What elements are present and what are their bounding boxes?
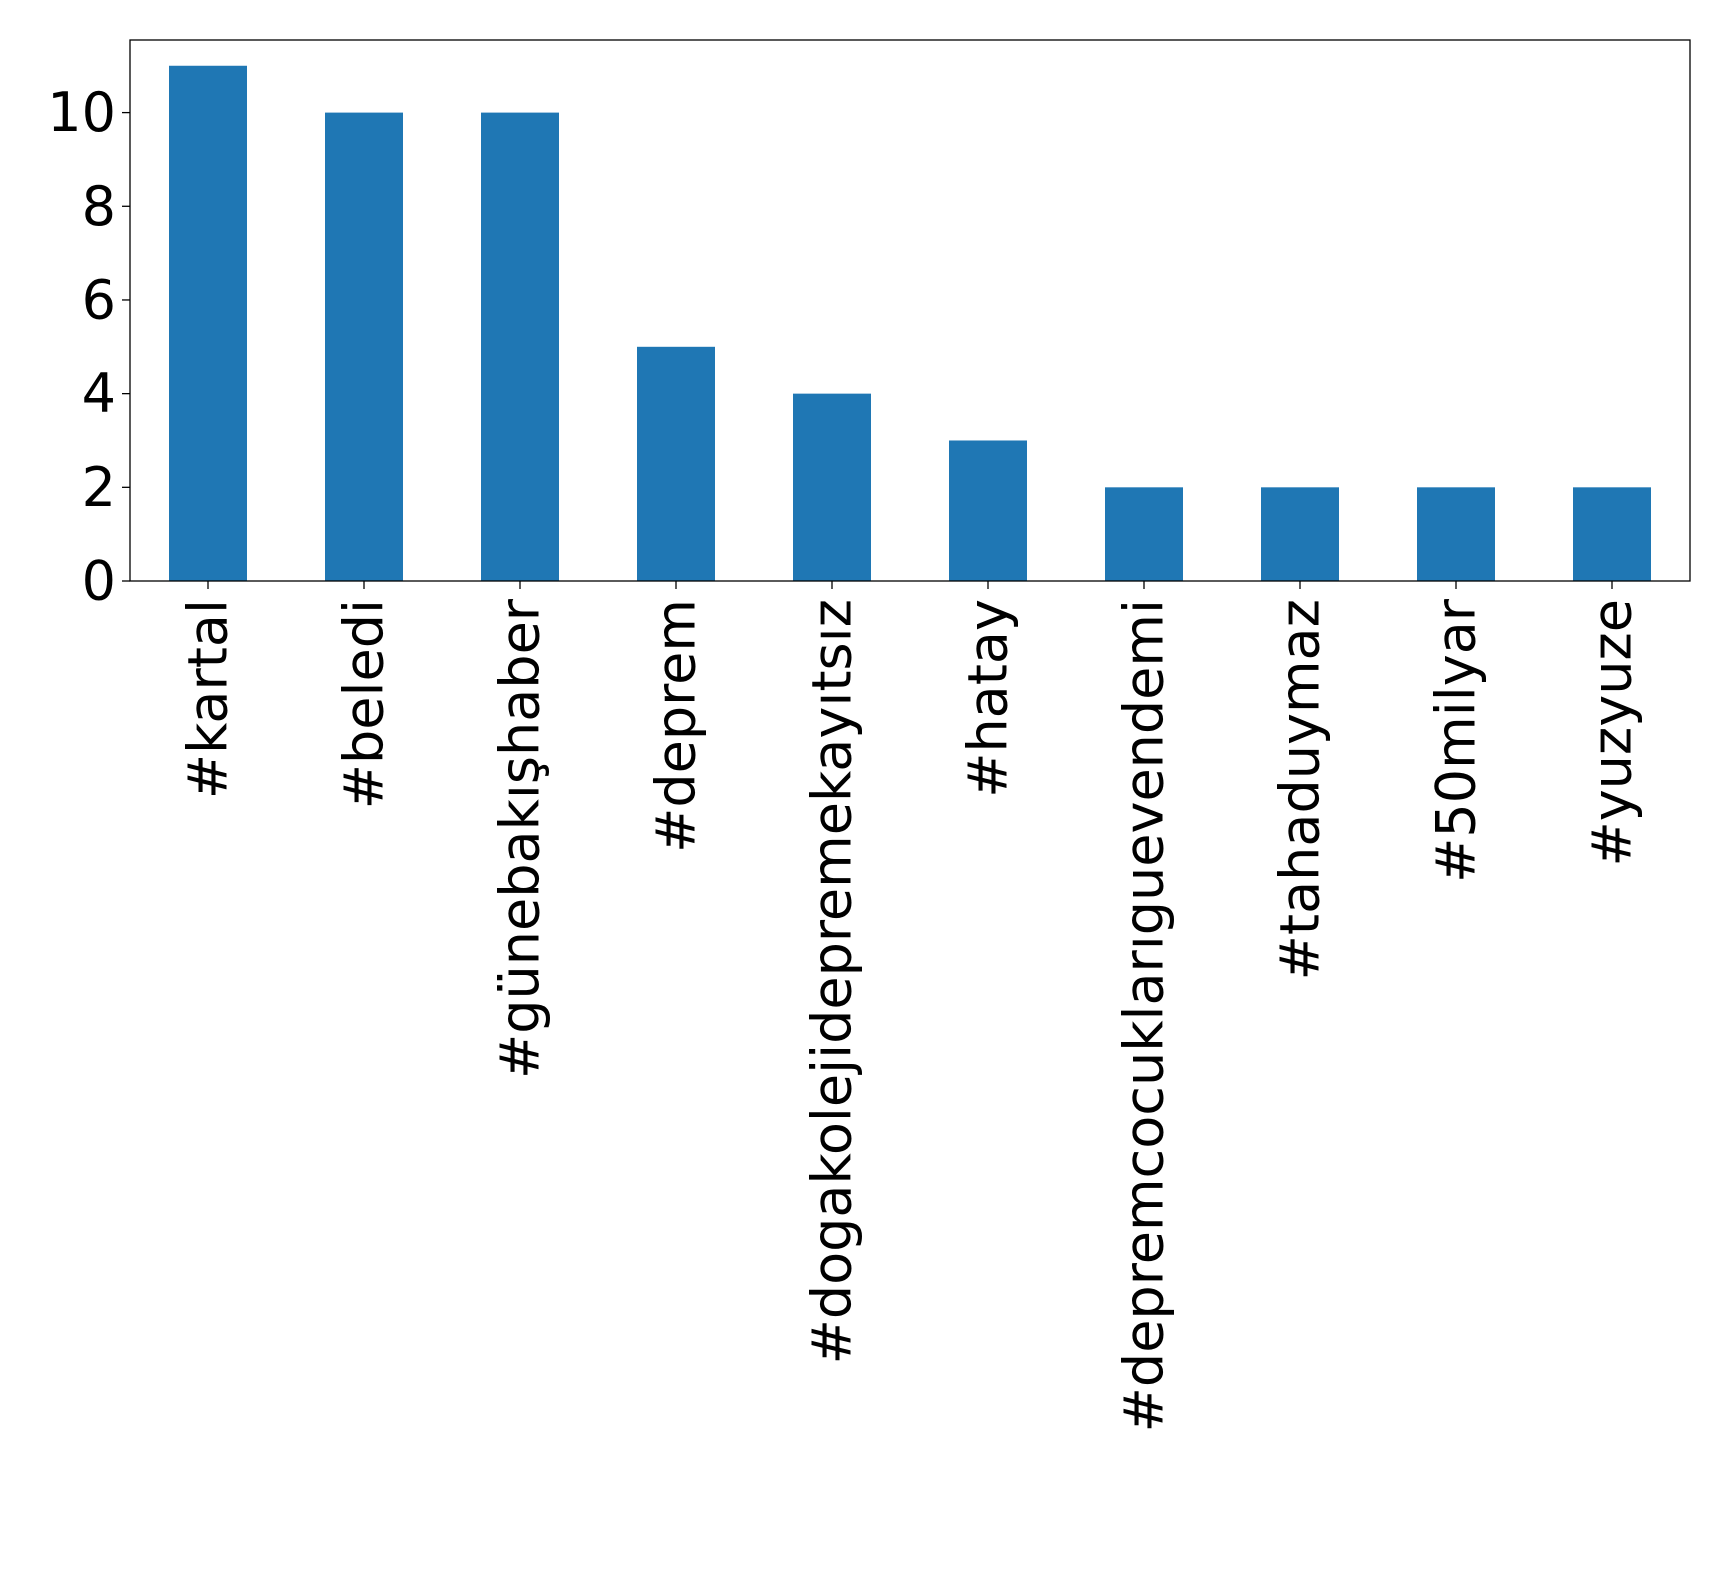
y-tick-label: 0 (82, 550, 116, 613)
x-tick-label: #tahaduymaz (1269, 599, 1332, 980)
bar (1261, 487, 1339, 581)
x-tick-label: #beledi (333, 599, 396, 809)
bar (325, 112, 403, 581)
x-tick-label: #hatay (957, 599, 1020, 798)
y-tick-label: 8 (82, 175, 116, 238)
bar (1417, 487, 1495, 581)
x-tick-label: #depremcocuklarıguevendemi (1113, 599, 1176, 1432)
x-tick-label: #deprem (645, 599, 708, 853)
x-tick-label: #günebakışhaber (489, 598, 552, 1079)
y-tick-label: 10 (47, 81, 116, 144)
bar (169, 65, 247, 581)
y-tick-label: 6 (82, 268, 116, 331)
bar (637, 346, 715, 581)
x-axis: #kartal #beledi #günebakışhaber #deprem #dog… (177, 581, 1644, 1432)
bar (1573, 487, 1651, 581)
bar (949, 440, 1027, 581)
x-tick-label: #kartal (177, 599, 240, 799)
bar (1105, 487, 1183, 581)
y-tick-label: 2 (82, 456, 116, 519)
bars-layer (169, 65, 1651, 581)
y-tick-label: 4 (82, 362, 116, 425)
bar (793, 393, 871, 581)
x-tick-label: #yuzyuze (1581, 599, 1644, 867)
x-tick-label: #dogakolejidepremekayıtsız (801, 599, 864, 1364)
bar (481, 112, 559, 581)
x-tick-label: #50milyar (1425, 598, 1488, 883)
plot-frame (129, 39, 1691, 582)
y-axis: 0 2 4 6 8 10 (47, 81, 130, 613)
